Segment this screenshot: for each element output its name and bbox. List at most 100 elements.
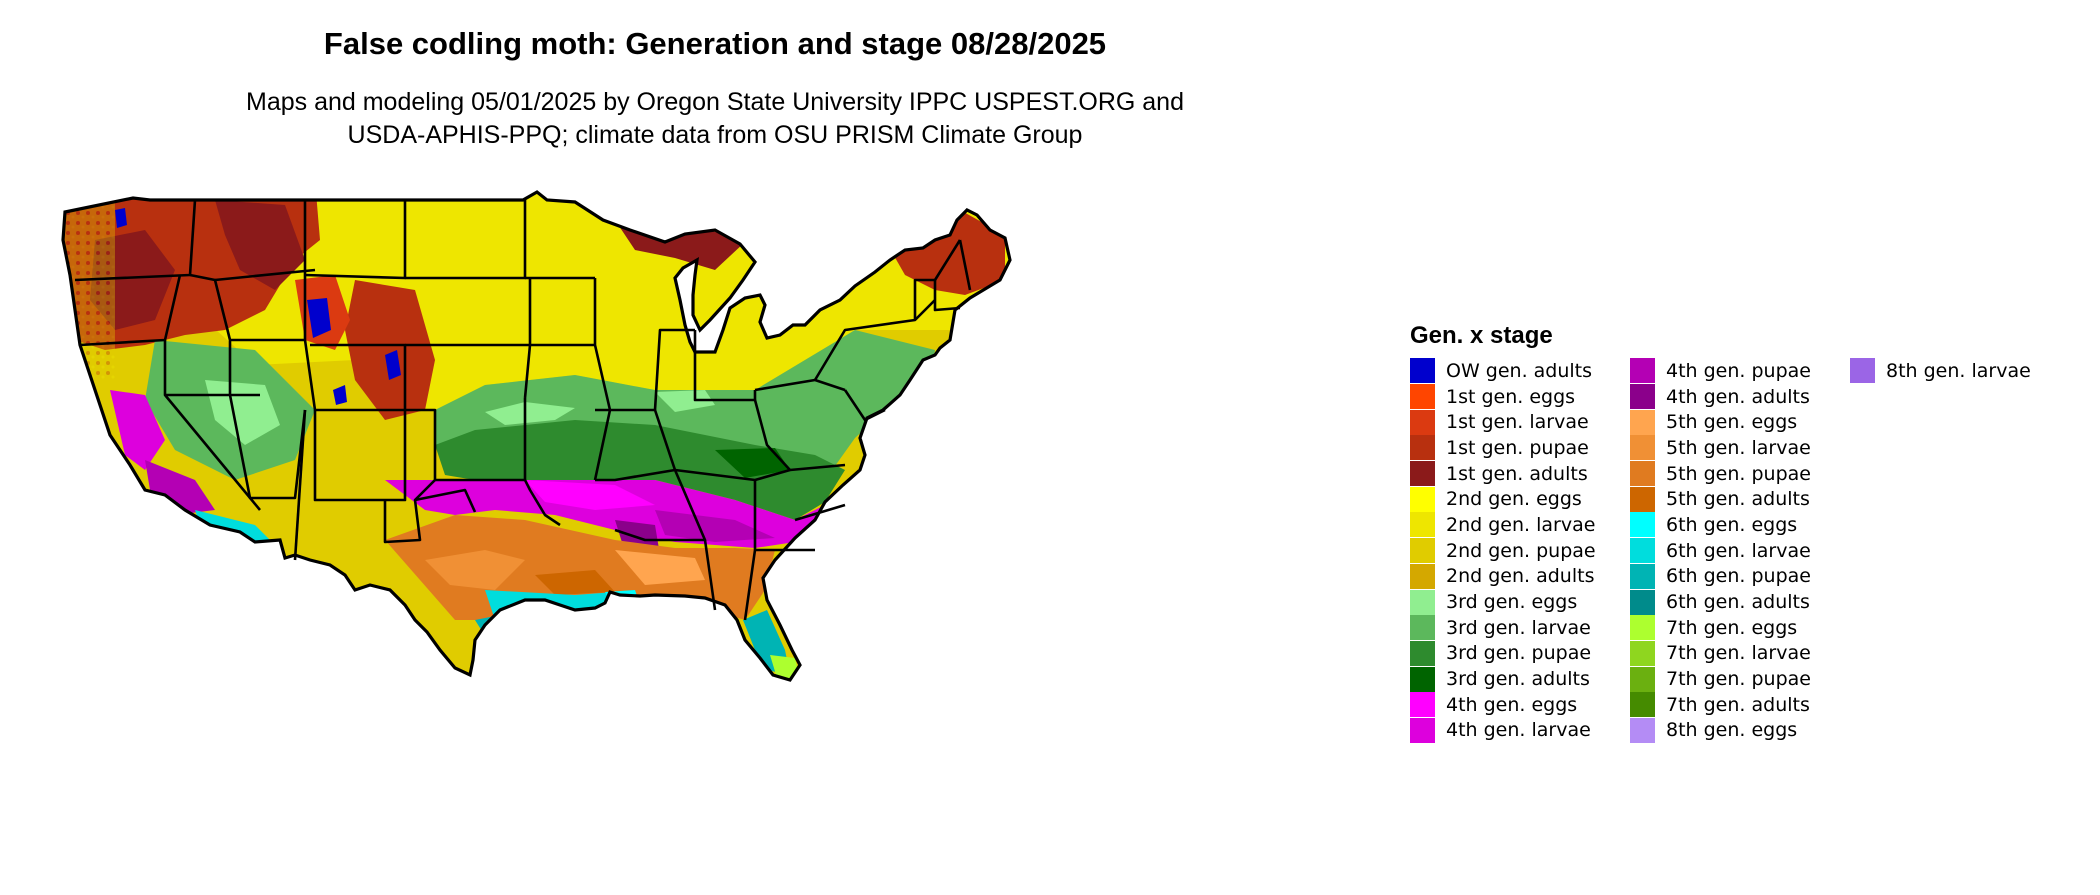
legend-item: 1st gen. pupae: [1410, 435, 1630, 461]
legend-swatch: [1630, 538, 1655, 564]
legend-label: 5th gen. larvae: [1666, 436, 1811, 459]
legend-label: 7th gen. larvae: [1666, 642, 1811, 665]
legend-item: 1st gen. eggs: [1410, 384, 1630, 410]
legend-column: OW gen. adults 1st gen. eggs 1st gen. larv…: [1410, 358, 1630, 743]
legend-item: 8th gen. larvae: [1850, 358, 2070, 384]
legend-swatch: [1630, 640, 1655, 666]
legend-label: 3rd gen. pupae: [1446, 642, 1592, 665]
legend-label: 7th gen. eggs: [1666, 616, 1798, 639]
legend-swatch: [1410, 384, 1435, 410]
legend-swatch: [1410, 461, 1435, 487]
legend-item: 5th gen. pupae: [1630, 461, 1850, 487]
legend-label: 5th gen. adults: [1666, 488, 1810, 511]
legend-item: 3rd gen. pupae: [1410, 640, 1630, 667]
legend-swatch: [1410, 615, 1435, 641]
legend-item: OW gen. adults: [1410, 358, 1630, 384]
legend-title: Gen. x stage: [1410, 322, 1553, 349]
legend-swatch: [1410, 358, 1435, 384]
legend-item: 5th gen. larvae: [1630, 435, 1850, 461]
page-title: False codling moth: Generation and stage…: [323, 26, 1107, 61]
legend-swatch: [1630, 409, 1655, 435]
subtitle-line-1: Maps and modeling 05/01/2025 by Oregon S…: [246, 88, 1184, 116]
legend-item: 1st gen. larvae: [1410, 409, 1630, 435]
legend-item: 2nd gen. pupae: [1410, 538, 1630, 564]
legend-label: 8th gen. larvae: [1886, 359, 2031, 382]
legend-swatch: [1630, 589, 1655, 615]
legend-label: 3rd gen. eggs: [1446, 591, 1578, 614]
legend-item: 2nd gen. eggs: [1410, 486, 1630, 512]
legend-item: 6th gen. larvae: [1630, 538, 1850, 564]
legend-swatch: [1410, 589, 1435, 615]
legend-label: 7th gen. adults: [1666, 693, 1810, 716]
legend-label: 6th gen. larvae: [1666, 539, 1811, 562]
legend-swatch: [1630, 435, 1655, 461]
legend-label: 6th gen. eggs: [1666, 513, 1798, 536]
legend-label: 5th gen. pupae: [1666, 462, 1811, 485]
legend-label: 8th gen. eggs: [1666, 719, 1798, 742]
legend-swatch: [1410, 666, 1435, 692]
legend-item: 5th gen. eggs: [1630, 409, 1850, 435]
legend-item: 4th gen. pupae: [1630, 358, 1850, 384]
legend-label: 4th gen. larvae: [1446, 719, 1591, 742]
legend-item: 7th gen. eggs: [1630, 615, 1850, 641]
legend-item: 7th gen. adults: [1630, 692, 1850, 718]
legend-item: 4th gen. larvae: [1410, 717, 1630, 744]
legend-item: 2nd gen. adults: [1410, 563, 1630, 590]
legend-label: 3rd gen. larvae: [1446, 616, 1591, 639]
legend-swatch: [1630, 615, 1655, 641]
legend-label: 1st gen. pupae: [1446, 436, 1589, 459]
legend-label: 1st gen. larvae: [1446, 411, 1589, 434]
legend-item: 3rd gen. eggs: [1410, 589, 1630, 615]
legend-label: 4th gen. pupae: [1666, 359, 1811, 382]
legend-swatch: [1630, 384, 1655, 410]
legend-item: 7th gen. larvae: [1630, 640, 1850, 667]
legend-swatch: [1630, 512, 1655, 538]
legend-label: 1st gen. eggs: [1446, 385, 1576, 408]
legend-item: 4th gen. eggs: [1410, 692, 1630, 718]
legend-label: 3rd gen. adults: [1446, 668, 1590, 691]
legend: Gen. x stage OW gen. adults 1st gen. eggs…: [1410, 322, 2070, 743]
legend-label: 2nd gen. larvae: [1446, 513, 1596, 536]
legend-swatch: [1410, 538, 1435, 564]
legend-item: 7th gen. pupae: [1630, 666, 1850, 692]
legend-item: 2nd gen. larvae: [1410, 512, 1630, 538]
legend-label: 2nd gen. pupae: [1446, 539, 1596, 562]
legend-label: 7th gen. pupae: [1666, 668, 1811, 691]
legend-swatch: [1630, 692, 1655, 718]
legend-label: OW gen. adults: [1446, 359, 1593, 382]
legend-swatch: [1630, 486, 1655, 512]
legend-swatch: [1630, 717, 1655, 743]
legend-label: 1st gen. adults: [1446, 462, 1588, 485]
legend-swatch: [1410, 563, 1435, 589]
legend-column: 4th gen. pupae 4th gen. adults 5th gen. eg…: [1630, 358, 1850, 743]
legend-item: 6th gen. adults: [1630, 589, 1850, 615]
legend-swatch: [1410, 435, 1435, 461]
legend-item: 5th gen. adults: [1630, 486, 1850, 512]
legend-swatch: [1410, 717, 1435, 743]
legend-label: 2nd gen. eggs: [1446, 488, 1582, 511]
legend-swatch: [1630, 563, 1655, 589]
legend-swatch: [1410, 640, 1435, 666]
legend-label: 2nd gen. adults: [1446, 565, 1595, 588]
legend-item: 4th gen. adults: [1630, 384, 1850, 410]
legend-label: 5th gen. eggs: [1666, 411, 1798, 434]
us-map: [55, 180, 1390, 895]
legend-label: 6th gen. pupae: [1666, 565, 1811, 588]
legend-item: 6th gen. pupae: [1630, 563, 1850, 590]
legend-item: 8th gen. eggs: [1630, 717, 1850, 744]
legend-columns: OW gen. adults 1st gen. eggs 1st gen. larv…: [1410, 358, 2070, 743]
legend-item: 3rd gen. adults: [1410, 666, 1630, 692]
page-subtitle: Maps and modeling 05/01/2025 by Oregon S…: [0, 86, 1430, 152]
legend-swatch: [1410, 409, 1435, 435]
legend-label: 6th gen. adults: [1666, 591, 1810, 614]
legend-label: 4th gen. eggs: [1446, 693, 1578, 716]
legend-swatch: [1410, 692, 1435, 718]
legend-swatch: [1410, 512, 1435, 538]
legend-column: 8th gen. larvae: [1850, 358, 2070, 743]
legend-item: 1st gen. adults: [1410, 461, 1630, 487]
legend-swatch: [1630, 461, 1655, 487]
legend-swatch: [1630, 666, 1655, 692]
legend-label: 4th gen. adults: [1666, 385, 1810, 408]
subtitle-line-2: USDA-APHIS-PPQ; climate data from OSU PR…: [347, 121, 1083, 149]
legend-item: 6th gen. eggs: [1630, 512, 1850, 538]
